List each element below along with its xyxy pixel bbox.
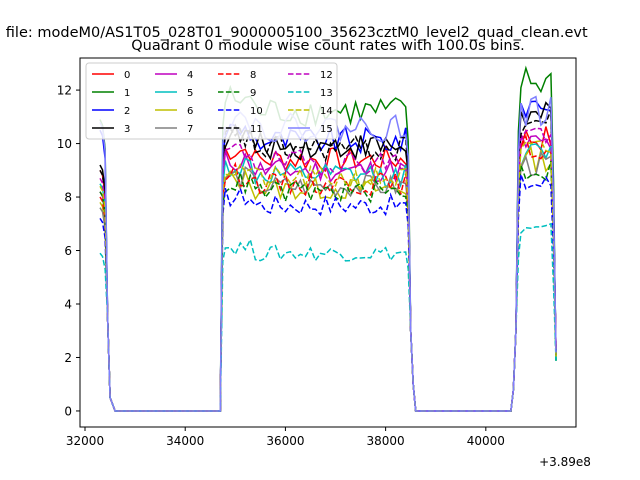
series-line-3 bbox=[99, 101, 557, 412]
x-axis: 32000 34000 36000 38000 40000 bbox=[66, 427, 505, 448]
legend-label-13: 13 bbox=[320, 88, 333, 99]
y-tick-label: 12 bbox=[57, 84, 72, 98]
series-line-13 bbox=[99, 222, 557, 412]
series-line-14 bbox=[99, 140, 557, 412]
legend-label-9: 9 bbox=[250, 88, 256, 99]
chart-title: Quadrant 0 module wise count rates with … bbox=[131, 38, 525, 54]
legend-label-7: 7 bbox=[187, 124, 193, 135]
legend-label-11: 11 bbox=[250, 124, 263, 135]
legend-label-14: 14 bbox=[320, 106, 333, 117]
series-line-7 bbox=[99, 151, 557, 412]
x-offset-label: +3.89e8 bbox=[539, 455, 591, 469]
legend-label-1: 1 bbox=[124, 88, 130, 99]
plot-lines bbox=[99, 65, 557, 412]
series-line-5 bbox=[99, 143, 557, 412]
legend-label-6: 6 bbox=[187, 106, 193, 117]
series-line-10 bbox=[99, 174, 557, 412]
series-line-15 bbox=[99, 95, 557, 412]
x-tick-label: 40000 bbox=[467, 434, 505, 448]
legend-label-3: 3 bbox=[124, 124, 130, 135]
legend-label-12: 12 bbox=[320, 70, 333, 81]
legend-box bbox=[85, 62, 338, 140]
legend-label-0: 0 bbox=[124, 70, 130, 81]
suptitle: n file: modeM0/AS1T05_028T01_9000005100_… bbox=[0, 25, 588, 41]
legend-label-4: 4 bbox=[187, 70, 193, 81]
legend-label-2: 2 bbox=[124, 106, 130, 117]
series-line-9 bbox=[99, 160, 557, 412]
y-tick-label: 0 bbox=[64, 404, 72, 418]
legend-label-8: 8 bbox=[250, 70, 256, 81]
series-line-12 bbox=[99, 127, 557, 412]
plot-frame bbox=[79, 57, 577, 428]
x-tick-label: 36000 bbox=[266, 434, 304, 448]
y-tick-label: 2 bbox=[64, 351, 72, 365]
y-tick-label: 10 bbox=[57, 137, 72, 151]
y-tick-label: 4 bbox=[64, 298, 72, 312]
y-tick-label: 6 bbox=[64, 244, 72, 258]
legend-label-5: 5 bbox=[187, 88, 193, 99]
y-axis: 0 2 4 6 8 10 12 bbox=[57, 84, 80, 418]
x-tick-label: 32000 bbox=[66, 434, 104, 448]
x-tick-label: 38000 bbox=[367, 434, 405, 448]
legend-label-10: 10 bbox=[250, 106, 263, 117]
series-line-8 bbox=[99, 134, 557, 412]
series-line-4 bbox=[99, 133, 557, 412]
series-line-2 bbox=[99, 100, 557, 412]
x-tick-label: 34000 bbox=[166, 434, 204, 448]
legend-label-15: 15 bbox=[320, 124, 333, 135]
y-tick-label: 8 bbox=[64, 191, 72, 205]
series-line-11 bbox=[99, 109, 557, 412]
